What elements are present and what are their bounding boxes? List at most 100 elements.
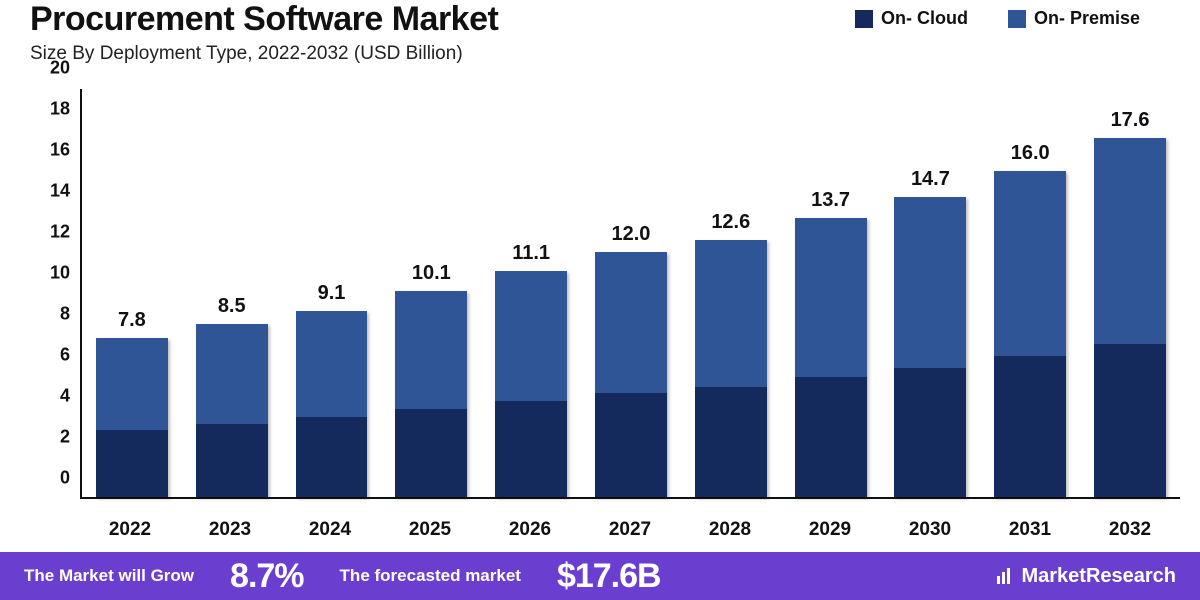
bar-total-label: 16.0	[1011, 142, 1050, 165]
bar-slot: 11.1	[481, 89, 581, 497]
bar-total-label: 10.1	[412, 262, 451, 285]
legend-item-cloud: On- Cloud	[855, 8, 968, 29]
bar-segment-cloud	[894, 368, 966, 497]
bar-segment-premise	[96, 338, 168, 430]
bar-segment-premise	[495, 271, 567, 402]
bar	[96, 338, 168, 497]
bar-segment-cloud	[196, 424, 268, 497]
footer-cagr: 8.7%	[230, 557, 304, 596]
bar-segment-premise	[296, 311, 368, 417]
bar-segment-cloud	[695, 387, 767, 497]
x-label: 2029	[780, 519, 880, 541]
y-tick: 14	[30, 181, 70, 202]
bar-slot: 8.5	[182, 89, 282, 497]
bar-slot: 10.1	[381, 89, 481, 497]
legend-item-premise: On- Premise	[1008, 8, 1140, 29]
bar-slot: 17.6	[1080, 89, 1180, 497]
x-label: 2028	[680, 519, 780, 541]
bar-slot: 12.0	[581, 89, 681, 497]
x-label: 2025	[380, 519, 480, 541]
x-label: 2024	[280, 519, 380, 541]
bar	[994, 171, 1066, 497]
y-tick: 4	[30, 386, 70, 407]
bar-segment-premise	[894, 197, 966, 368]
bar-segment-premise	[695, 240, 767, 387]
chart-icon	[995, 566, 1015, 586]
y-tick: 0	[30, 468, 70, 489]
bar-segment-premise	[795, 218, 867, 377]
bars-container: 7.8 8.5 9.1 10.1 11.1 12.0 12.6 13.7 14.7 16.0 17.…	[80, 89, 1180, 499]
y-tick: 6	[30, 345, 70, 366]
bar-segment-cloud	[296, 417, 368, 497]
legend-swatch-premise	[1008, 10, 1026, 28]
bar-slot: 7.8	[82, 89, 182, 497]
bar-segment-premise	[1094, 138, 1166, 344]
legend-swatch-cloud	[855, 10, 873, 28]
y-tick: 20	[30, 58, 70, 79]
x-label: 2030	[880, 519, 980, 541]
y-tick: 2	[30, 427, 70, 448]
bar-total-label: 7.8	[118, 309, 146, 332]
bar-segment-cloud	[994, 356, 1066, 497]
bar-segment-premise	[994, 171, 1066, 357]
bar-total-label: 11.1	[512, 242, 550, 265]
chart-header: Procurement Software Market Size By Depl…	[0, 0, 1200, 69]
bar-total-label: 12.6	[711, 211, 750, 234]
footer-text-grow: The Market will Grow	[24, 566, 194, 586]
footer-size: $17.6B	[557, 557, 661, 596]
bar-slot: 9.1	[282, 89, 382, 497]
footer-text-forecast: The forecasted market	[340, 566, 521, 586]
bar-segment-cloud	[395, 409, 467, 497]
plot-area: 02468101214161820 7.88.59.110.111.112.01…	[80, 89, 1180, 499]
bar-slot: 14.7	[881, 89, 981, 497]
bar	[1094, 138, 1166, 497]
x-label: 2031	[980, 519, 1080, 541]
x-label: 2027	[580, 519, 680, 541]
bar-slot: 16.0	[980, 89, 1080, 497]
bar-segment-premise	[595, 252, 667, 393]
bar	[296, 311, 368, 497]
brand-text: MarketResearch	[1021, 565, 1176, 588]
bar-total-label: 9.1	[318, 282, 346, 305]
bar	[495, 271, 567, 497]
bar-segment-cloud	[595, 393, 667, 497]
chart-title: Procurement Software Market	[30, 0, 855, 39]
x-label: 2026	[480, 519, 580, 541]
bar	[695, 240, 767, 497]
x-label: 2022	[80, 519, 180, 541]
bar-segment-premise	[395, 291, 467, 409]
bar-total-label: 12.0	[612, 223, 651, 246]
bar	[196, 324, 268, 497]
x-label: 2023	[180, 519, 280, 541]
bar-total-label: 14.7	[911, 168, 950, 191]
y-tick: 10	[30, 263, 70, 284]
y-tick: 8	[30, 304, 70, 325]
bar-slot: 13.7	[781, 89, 881, 497]
x-axis-labels: 2022202320242025202620272028202920302031…	[80, 519, 1180, 541]
bar-slot: 12.6	[681, 89, 781, 497]
bar	[894, 197, 966, 497]
bar-segment-cloud	[495, 401, 567, 497]
bar	[795, 218, 867, 497]
bar-total-label: 8.5	[218, 295, 246, 318]
title-block: Procurement Software Market Size By Depl…	[30, 0, 855, 65]
bar	[595, 252, 667, 497]
bar-total-label: 13.7	[811, 189, 850, 212]
x-label: 2032	[1080, 519, 1180, 541]
brand-logo: MarketResearch	[995, 565, 1176, 588]
bar-segment-cloud	[1094, 344, 1166, 497]
y-tick: 18	[30, 99, 70, 120]
bar	[395, 291, 467, 497]
legend-label-cloud: On- Cloud	[881, 8, 968, 29]
footer-banner: The Market will Grow 8.7% The forecasted…	[0, 552, 1200, 600]
bar-segment-cloud	[96, 430, 168, 497]
legend-label-premise: On- Premise	[1034, 8, 1140, 29]
bar-segment-premise	[196, 324, 268, 424]
bar-total-label: 17.6	[1111, 109, 1150, 132]
chart-area: 02468101214161820 7.88.59.110.111.112.01…	[0, 69, 1200, 549]
y-tick: 12	[30, 222, 70, 243]
chart-subtitle: Size By Deployment Type, 2022-2032 (USD …	[30, 43, 855, 65]
bar-segment-cloud	[795, 377, 867, 497]
y-tick: 16	[30, 140, 70, 161]
legend: On- Cloud On- Premise	[855, 0, 1180, 29]
